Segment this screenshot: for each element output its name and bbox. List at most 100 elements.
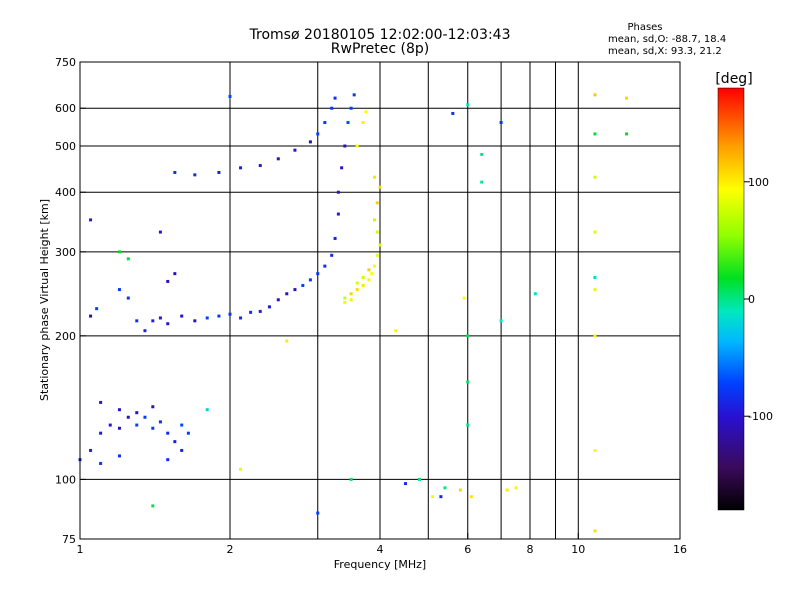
- data-point: [166, 431, 170, 435]
- data-point: [276, 157, 280, 161]
- colorbar-ticks: 100 0 -100: [744, 176, 773, 423]
- data-point: [205, 408, 209, 412]
- data-point: [285, 339, 289, 343]
- data-point: [593, 288, 597, 292]
- data-point: [593, 334, 597, 338]
- data-point: [308, 140, 312, 144]
- data-point: [267, 305, 271, 309]
- data-point: [143, 329, 147, 333]
- data-point: [249, 310, 253, 314]
- data-point: [126, 257, 130, 261]
- data-point: [117, 454, 121, 458]
- data-point: [361, 276, 365, 280]
- data-point: [403, 482, 407, 486]
- data-point: [349, 298, 353, 302]
- data-points: [78, 93, 629, 533]
- data-point: [370, 272, 374, 276]
- data-point: [285, 292, 289, 296]
- x-tick-label: 2: [227, 543, 234, 556]
- data-point: [135, 423, 139, 427]
- data-point: [458, 488, 462, 492]
- data-point: [228, 94, 232, 98]
- data-point: [117, 408, 121, 412]
- data-point: [625, 132, 629, 136]
- grid-lines: [80, 62, 680, 539]
- colorbar-tick-label: 0: [748, 293, 755, 306]
- data-point: [367, 278, 371, 282]
- data-point: [99, 461, 103, 465]
- data-point: [217, 314, 221, 318]
- data-point: [625, 96, 629, 100]
- data-point: [316, 511, 320, 515]
- data-point: [505, 488, 509, 492]
- data-point: [193, 173, 197, 177]
- y-tick-label: 100: [55, 473, 76, 486]
- data-point: [99, 431, 103, 435]
- data-point: [499, 121, 503, 125]
- data-point: [158, 316, 162, 320]
- colorbar: [717, 87, 745, 511]
- y-axis-label: Stationary phase Virtual Height [km]: [38, 199, 51, 401]
- colorbar-tick-label: -100: [748, 410, 773, 423]
- data-point: [135, 319, 139, 323]
- data-point: [323, 121, 327, 125]
- data-point: [158, 230, 162, 234]
- data-point: [293, 148, 297, 152]
- data-point: [89, 218, 93, 222]
- data-point: [480, 180, 484, 184]
- x-axis-label: Frequency [MHz]: [334, 558, 426, 571]
- x-tick-label: 1: [77, 543, 84, 556]
- data-point: [343, 300, 347, 304]
- data-point: [593, 230, 597, 234]
- x-tick-label: 4: [377, 543, 384, 556]
- data-point: [135, 411, 139, 415]
- data-point: [258, 309, 262, 313]
- data-point: [533, 292, 537, 296]
- x-tick-label: 10: [571, 543, 585, 556]
- data-point: [364, 110, 368, 114]
- data-point: [180, 314, 184, 318]
- data-point: [166, 322, 170, 326]
- data-point: [340, 166, 344, 170]
- data-point: [95, 307, 99, 311]
- data-point: [367, 268, 371, 272]
- data-point: [301, 283, 305, 287]
- data-point: [349, 477, 353, 481]
- data-point: [349, 292, 353, 296]
- data-point: [355, 288, 359, 292]
- y-tick-label: 75: [62, 533, 76, 546]
- data-point: [593, 132, 597, 136]
- data-point: [352, 93, 356, 97]
- data-point: [173, 170, 177, 174]
- data-point: [330, 253, 334, 257]
- data-point: [239, 316, 243, 320]
- data-point: [239, 166, 243, 170]
- colorbar-label: [deg]: [715, 71, 752, 87]
- data-point: [126, 296, 130, 300]
- data-point: [89, 448, 93, 452]
- x-tick-label: 8: [527, 543, 534, 556]
- data-point: [466, 380, 470, 384]
- data-point: [355, 144, 359, 148]
- data-point: [439, 495, 443, 499]
- data-point: [126, 415, 130, 419]
- data-point: [593, 93, 597, 97]
- data-point: [417, 477, 421, 481]
- stats-header: Phases: [627, 22, 662, 33]
- y-tick-label: 600: [55, 102, 76, 115]
- data-point: [394, 329, 398, 333]
- data-point: [323, 264, 327, 268]
- data-point: [217, 170, 221, 174]
- data-point: [469, 495, 473, 499]
- axis-ticks: 1 2 4 6 8 10 16 75 100 200 300 400 500 600 750: [55, 56, 687, 556]
- y-tick-label: 400: [55, 186, 76, 199]
- x-tick-label: 16: [673, 543, 687, 556]
- data-point: [378, 185, 382, 189]
- data-point: [117, 250, 121, 254]
- data-point: [336, 212, 340, 216]
- data-point: [346, 121, 350, 125]
- data-point: [193, 319, 197, 323]
- chart-title: Tromsø 20180105 12:02:00-12:03:43: [249, 27, 511, 43]
- data-point: [361, 121, 365, 125]
- data-point: [158, 420, 162, 424]
